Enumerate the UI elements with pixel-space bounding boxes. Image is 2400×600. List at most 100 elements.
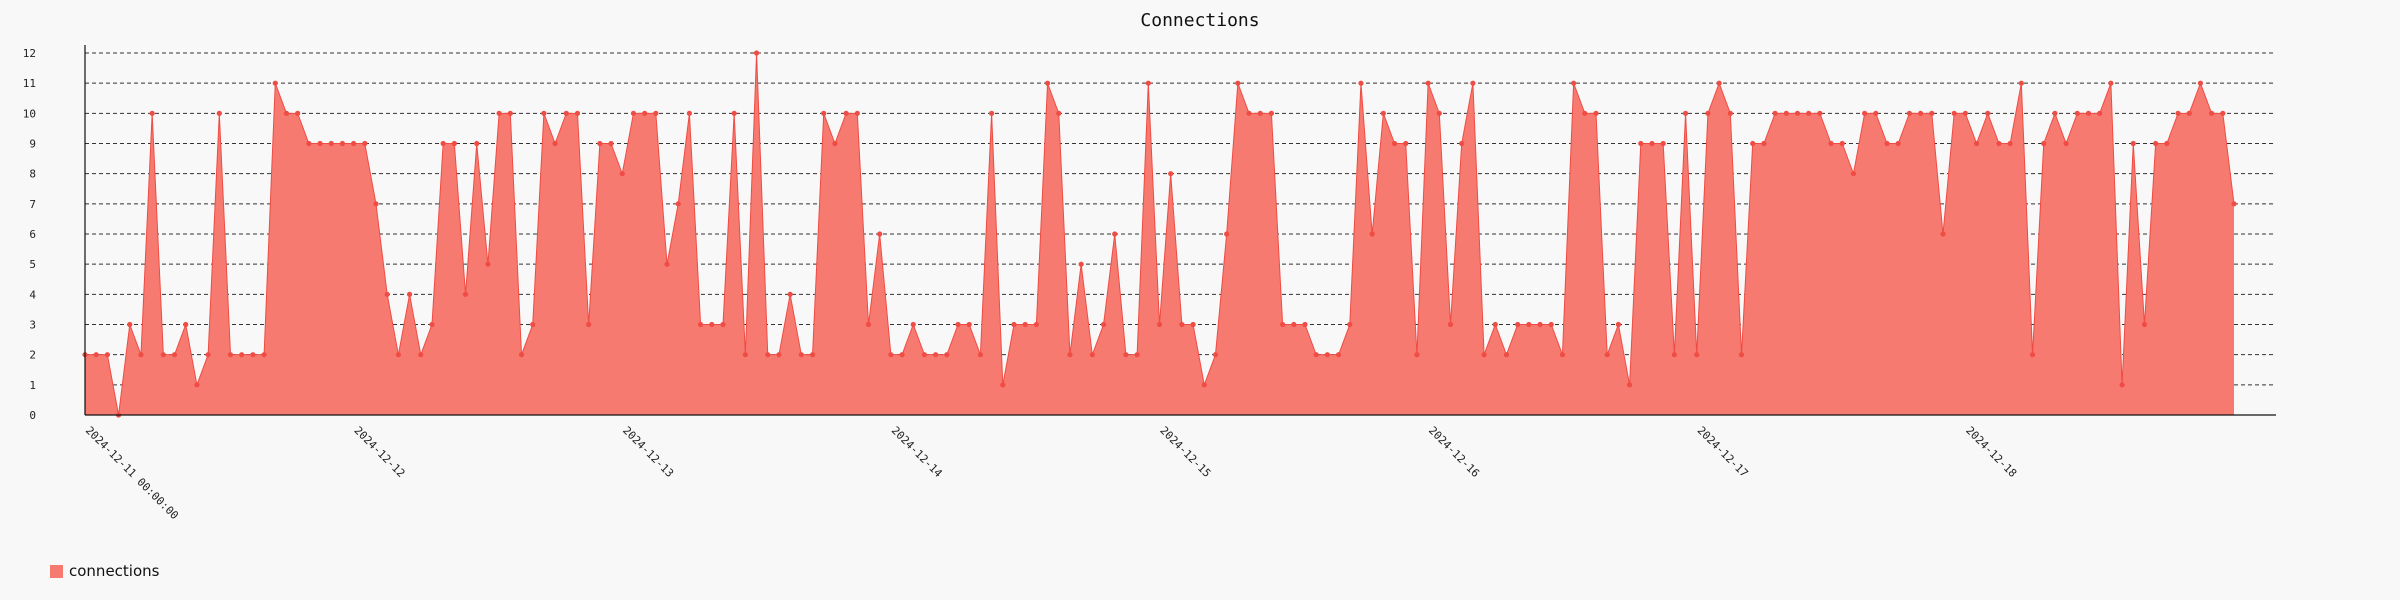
data-point — [877, 231, 883, 237]
data-point — [395, 352, 401, 358]
data-point — [1134, 352, 1140, 358]
data-point — [194, 382, 200, 388]
data-point — [2209, 110, 2215, 116]
x-tick-label: 2024-12-15 — [1157, 424, 1213, 480]
data-point — [440, 140, 446, 147]
x-tick-label: 2024-12-11 00:00:00 — [83, 424, 181, 522]
data-point — [406, 291, 413, 297]
data-point — [608, 140, 614, 147]
data-point — [2018, 80, 2024, 86]
x-tick-label: 2024-12-13 — [620, 424, 676, 480]
data-point — [1302, 321, 1308, 328]
data-point — [1078, 261, 1084, 267]
data-point — [1414, 352, 1420, 358]
data-point — [1280, 321, 1286, 328]
data-point — [283, 110, 290, 116]
y-tick-label: 4 — [29, 288, 36, 301]
data-point — [1515, 321, 1521, 328]
data-point — [1850, 171, 1857, 177]
data-point — [1156, 321, 1163, 328]
data-point — [1929, 110, 1935, 116]
data-point — [2041, 140, 2047, 147]
data-point — [462, 291, 469, 297]
data-point — [955, 321, 961, 328]
data-point — [1537, 321, 1543, 328]
data-point — [1772, 110, 1778, 116]
data-point — [1895, 140, 1901, 147]
data-point — [373, 201, 379, 207]
data-point — [1940, 231, 1946, 237]
data-point — [1615, 321, 1621, 328]
legend-swatch — [50, 564, 63, 578]
data-point — [1436, 110, 1442, 116]
data-point — [675, 201, 681, 207]
data-point — [2119, 382, 2125, 388]
data-point — [1000, 382, 1006, 388]
data-point — [1313, 352, 1319, 358]
data-point — [720, 321, 726, 328]
data-point — [317, 140, 323, 147]
data-point — [1571, 80, 1577, 86]
data-point — [798, 352, 804, 358]
y-tick-label: 10 — [23, 107, 36, 120]
data-point — [1806, 110, 1812, 116]
data-point — [171, 352, 178, 358]
y-tick-label: 12 — [23, 47, 36, 60]
y-tick-label: 3 — [29, 319, 36, 332]
data-point — [1638, 140, 1644, 147]
data-point — [1067, 352, 1073, 358]
data-point — [451, 140, 457, 147]
data-point — [518, 352, 525, 358]
data-point — [1951, 110, 1957, 116]
data-point — [1682, 110, 1689, 116]
data-point — [2007, 140, 2013, 147]
data-point — [664, 261, 670, 267]
data-point — [563, 110, 569, 116]
data-point — [977, 352, 984, 358]
x-tick-label: 2024-12-14 — [889, 424, 945, 480]
data-point — [1447, 321, 1454, 328]
x-tick-label: 2024-12-18 — [1963, 424, 2019, 480]
data-point — [1168, 171, 1174, 177]
data-point — [944, 352, 950, 358]
data-point — [351, 140, 357, 147]
data-point — [429, 321, 435, 328]
data-point — [1246, 110, 1252, 116]
data-point — [2074, 110, 2080, 116]
data-point — [1559, 352, 1566, 358]
data-point — [2186, 110, 2192, 116]
data-point — [1268, 110, 1275, 116]
data-point — [653, 110, 659, 116]
data-point — [731, 110, 737, 116]
data-point — [753, 50, 760, 56]
data-point — [1470, 80, 1476, 86]
x-tick-label: 2024-12-12 — [352, 424, 408, 480]
data-point — [2052, 110, 2058, 116]
data-point — [1705, 110, 1711, 116]
data-point — [2097, 110, 2103, 116]
data-point — [1626, 382, 1633, 388]
data-point — [552, 140, 558, 147]
data-point — [1044, 80, 1051, 86]
data-point — [2085, 110, 2092, 116]
data-point — [865, 321, 872, 328]
series-area-fill — [85, 53, 2234, 415]
data-point — [1224, 231, 1230, 237]
data-point — [1011, 321, 1017, 328]
data-point — [1593, 110, 1599, 116]
data-point — [1884, 140, 1890, 147]
data-point — [1403, 140, 1409, 147]
data-point — [597, 140, 603, 147]
data-point — [1123, 352, 1129, 358]
data-point — [1492, 321, 1498, 328]
data-point — [183, 321, 189, 328]
data-point — [619, 171, 625, 177]
data-point — [899, 352, 905, 358]
data-point — [1100, 321, 1107, 328]
data-point — [1212, 352, 1219, 358]
data-point — [1235, 80, 1241, 86]
data-point — [742, 352, 748, 358]
data-point — [384, 291, 390, 297]
data-point — [1056, 110, 1062, 116]
